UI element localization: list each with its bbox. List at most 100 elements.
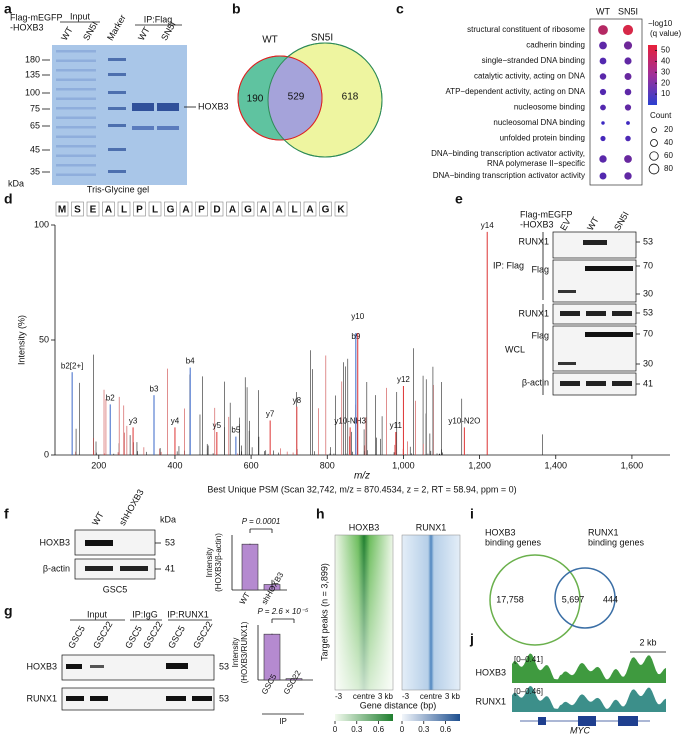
band [560,311,580,316]
band [90,665,104,668]
mw-label: 53 [219,661,229,671]
marker-band [108,58,126,61]
blot [552,231,637,259]
go-term: unfolded protein binding [500,134,585,143]
band [585,332,633,337]
residue-box [71,201,84,217]
go-term: structural constituent of ribosome [467,25,585,34]
dot [624,57,632,65]
exon [578,716,596,726]
x-tick-label: 1,600 [621,460,644,470]
colorbar-label: 0.3 [418,725,430,734]
peak-label: b9 [351,332,360,341]
residue: D [213,205,220,216]
peak-label: y7 [266,410,275,419]
dot [598,25,608,35]
colorbar-label: 0.3 [351,725,363,734]
dot-frame [589,18,643,186]
go-term: cadherin binding [526,41,585,50]
band [612,381,632,386]
mw-label: 30 [643,288,653,298]
band [583,240,607,245]
mw-label: 135 [25,69,40,79]
residue: P [136,205,143,216]
panel-letter: e [455,191,463,207]
p-value: P = 2.6 × 10⁻⁵ [258,607,310,616]
colorbar-label: 0.6 [440,725,452,734]
blot-label: β-actin [43,563,70,573]
group-label: IP:Flag [144,14,173,24]
scale-label: 2 kb [639,637,656,647]
panel-letter: d [4,191,13,207]
blot-label: RUNX1 [518,236,549,246]
lane-label: WT [136,25,152,43]
peak-label: y3 [129,417,138,426]
x-tick-label: -3 [402,692,410,701]
band [192,696,212,701]
y-axis-title: Target peaks (n = 3,899) [319,563,329,661]
lysate-band [56,59,96,62]
dot [600,104,606,111]
x-tick-label: 1,200 [468,460,491,470]
residue-box [148,201,162,217]
track-range: [0–0.46] [514,687,543,696]
colorbar-label: 40 [661,56,670,65]
lane-label: GSC22 [91,620,114,651]
go-term: RNA polymerase II−specific [487,159,585,168]
residue: G [322,205,330,216]
panel-letter: c [396,1,404,17]
lane-label: SN5I [81,20,100,42]
colorbar-label: 0.6 [373,725,385,734]
dot [625,135,631,142]
panel-letter: i [470,506,474,522]
venn-outline [267,42,383,158]
residue: E [90,205,97,216]
coverage-track [512,653,666,683]
blot-label: RUNX1 [26,693,57,703]
blot [61,654,215,681]
colorbar [648,45,657,105]
residue-box [179,201,193,217]
legend-title: −log10 [648,19,673,28]
lysate-band [56,50,96,53]
residue-box [288,201,301,217]
lysate-band [56,145,96,148]
colorbar-label: 30 [661,67,670,76]
blot-label: β-actin [522,377,549,387]
lysate-band [56,116,96,119]
peak-label: b5 [231,426,240,435]
peak-label: b4 [186,357,195,366]
residue-box [334,201,348,217]
exon [538,717,546,725]
residue: P [198,205,205,216]
venn-count: 618 [342,92,359,103]
column-label: SN5I [618,6,638,16]
set-label: binding genes [485,537,542,547]
lysate-band [56,88,96,91]
heatmap-frame [401,534,461,691]
residue-box [164,201,177,217]
band [166,696,186,701]
set-label: binding genes [588,537,645,547]
lane-label: GSC5 [123,624,144,650]
residue-box [102,201,115,217]
peak-label: b2 [106,394,115,403]
group-label: IP:IgG [132,609,158,619]
lane-label: WT [585,215,601,233]
marker-band [108,124,126,127]
band [586,381,606,386]
band [90,696,108,701]
dot [624,88,632,96]
x-tick-label: 400 [167,460,182,470]
residue-box [117,201,131,217]
lysate-band [56,78,96,81]
band [66,664,82,669]
x-axis-title: IP [279,717,287,726]
residue: A [229,205,236,216]
heatmap-frame [334,534,394,691]
mw-label: 41 [643,378,653,388]
ig-band [132,126,154,130]
marker-band [108,107,126,110]
